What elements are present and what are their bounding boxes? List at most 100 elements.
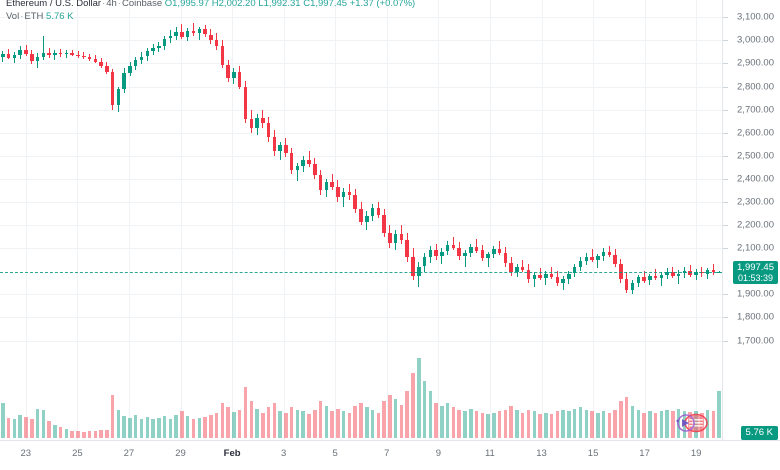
volume-bar [463,411,467,438]
volume-bar [486,414,490,438]
price-tick-label: 2,200.00 [737,219,774,231]
legend-sep-3: · [20,10,24,22]
volume-bar [122,416,126,438]
volume-bar [538,414,542,438]
volume-bar [313,410,317,438]
price-tick-dash [723,178,728,180]
volume-bar [1,403,5,438]
volume-bar [619,400,623,438]
volume-bar [665,410,669,438]
time-axis[interactable]: 23 25 27 29 Feb 3 5 7 9 11 13 15 17 19 [0,440,780,470]
volume-badge: 5.76 K [740,426,778,440]
volume-bar [365,407,369,438]
volume-bar [555,411,560,438]
legend-row-symbol: Ethereum / U.S. Dollar·4h·Coinbase O1,99… [6,0,415,10]
gridline-vertical [77,0,79,440]
volume-bar [336,409,340,438]
time-tick-label: 3 [280,448,287,459]
interval-label[interactable]: 4h [106,0,117,9]
volume-bar [613,410,617,438]
volume-bar [203,416,207,438]
gridline-vertical [644,0,646,440]
volume-bar [307,414,311,438]
price-tick-label: 1,700.00 [737,335,774,346]
current-price-badge: 1,997.45 01:53:39 [733,260,778,285]
volume-bar [405,391,409,438]
time-tick-label: 23 [20,448,32,459]
price-tick-dash [723,132,728,134]
volume-bar [99,430,103,438]
volume-bar [105,430,109,438]
price-tick-label: 2,600.00 [737,127,774,139]
volume-bar [278,411,282,438]
price-tick-dash [723,225,728,226]
volume-bar [139,418,144,438]
price-tick-dash [723,155,728,157]
volume-bar [82,431,86,438]
time-tick-label: 17 [639,448,650,459]
time-tick-label: 27 [123,448,135,459]
volume-bar [133,415,138,438]
ohlc-high: H2,002.20 [211,0,256,9]
volume-bar [70,430,74,438]
price-tick-dash [723,109,728,111]
volume-bar [469,409,473,438]
price-tick-dash [723,248,728,250]
gridline-vertical [232,0,234,440]
gridline-vertical [541,0,543,440]
time-tick-label: 13 [536,448,547,459]
volume-bar [601,411,606,438]
volume-bar [590,411,594,438]
gridline-horizontal [0,17,722,19]
time-tick-label: 19 [690,448,702,459]
volume-bar [318,400,323,438]
time-tick-label: 29 [175,448,186,459]
ohlc-low: L1,992.31 [258,0,301,9]
volume-bar [197,418,202,438]
volume-bar [561,410,565,438]
volume-bar [232,412,236,438]
volume-bar [24,417,28,438]
volume-bar [399,404,404,438]
volume-bar [376,412,381,438]
time-tick-label: 11 [484,448,495,459]
gridline-horizontal [0,109,722,111]
ohlc-open: O1,995.97 [164,0,210,9]
gridline-horizontal [0,248,722,250]
price-tick-label: 2,800.00 [737,81,774,92]
volume-bar [717,391,721,438]
gridline-vertical [593,0,595,440]
volume-bar [30,418,34,438]
volume-bar [515,410,519,438]
symbol-name[interactable]: Ethereum / U.S. Dollar [6,0,102,9]
volume-label[interactable]: Vol [6,10,20,22]
volume-bar [393,399,398,438]
volume-bar [237,410,242,438]
exchange-label[interactable]: Coinbase [121,0,163,9]
gridline-vertical [696,0,698,440]
price-tick-label: 2,700.00 [737,104,774,116]
volume-bar [53,424,57,438]
price-tick-dash [723,17,728,19]
volume-bar [174,414,178,438]
volume-bar [526,410,531,438]
volume-bar [191,418,196,438]
volume-series [1,358,721,438]
volume-bar [209,415,213,438]
gridline-horizontal [0,132,722,134]
volume-bar [578,407,583,438]
volume-bar [648,411,652,438]
volume-bar [220,403,225,438]
price-tick-label: 2,500.00 [737,150,774,162]
volume-bar [47,421,51,438]
volume-bar [549,414,554,438]
price-axis[interactable]: 3,100.00 3,000.00 2,900.00 2,800.00 2,700.00… [722,0,780,440]
time-tick-label: Feb [223,448,241,459]
ohlc-close: C1,997.45 [303,0,348,9]
volume-bar [509,406,513,438]
volume-bar [422,380,427,438]
volume-bar [451,407,456,438]
volume-bar [162,416,167,438]
chart-plot-area[interactable] [0,0,722,440]
ohlc-change-percent: (+0.07%) [376,0,416,9]
